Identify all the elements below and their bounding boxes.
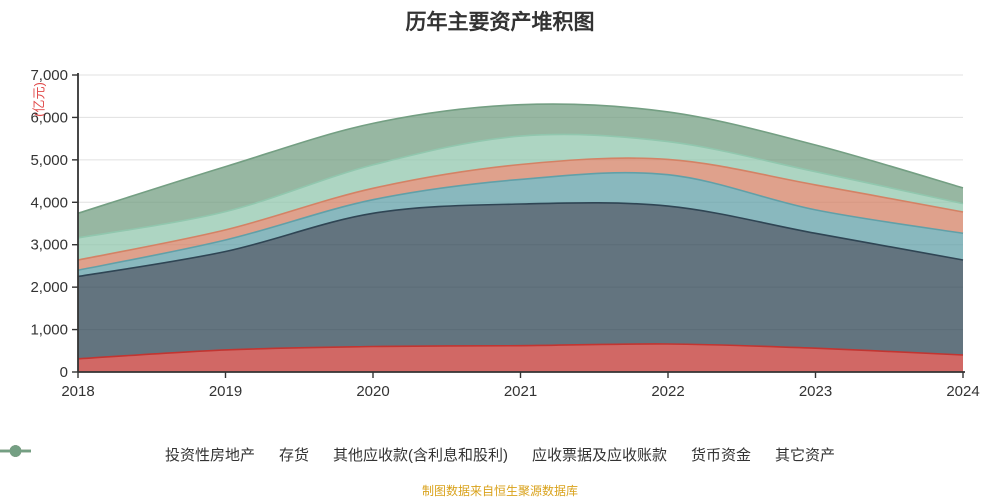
y-tick-label: 5,000	[30, 152, 68, 169]
legend-label: 存货	[278, 447, 309, 464]
line-3	[77, 157, 964, 261]
legend-label: 投资性房地产	[164, 447, 255, 464]
legend-item-3[interactable]: 应收票据及应收账款	[0, 444, 667, 465]
legend-marker-icon	[0, 445, 31, 457]
y-tick-label: 4,000	[30, 194, 68, 211]
line-5	[77, 103, 964, 215]
area-0	[78, 343, 963, 372]
x-tick-label: 2023	[799, 383, 832, 400]
legend-label: 其它资产	[775, 447, 836, 464]
area-5	[78, 104, 963, 238]
y-tick-label: 3,000	[30, 237, 68, 254]
series-areas	[78, 104, 963, 372]
area-3	[78, 158, 963, 271]
series-lines	[77, 103, 964, 360]
y-tick-label: 0	[60, 364, 68, 381]
area-4	[78, 134, 963, 260]
legend-label: 其他应收款(含利息和股利)	[332, 447, 508, 464]
axes	[72, 73, 965, 378]
line-2	[77, 171, 964, 271]
data-source-note: 制图数据来自恒生聚源数据库	[421, 484, 578, 498]
x-tick-label: 2022	[651, 383, 684, 400]
line-0	[77, 343, 964, 360]
page-title: 历年主要资产堆积图	[405, 11, 595, 34]
legend-item-5[interactable]: 其它资产	[0, 444, 836, 465]
legend-label: 应收票据及应收账款	[531, 447, 667, 464]
y-tick-label: 1,000	[30, 322, 68, 339]
y-tick-label: 6,000	[30, 109, 68, 126]
area-1	[78, 202, 963, 359]
x-tick-label: 2018	[61, 383, 94, 400]
stacked-area-chart: 0 1,000 2,000 3,000 4,000 5,000 6,000 7,000 2018…	[30, 67, 979, 400]
line-4	[77, 133, 964, 239]
y-tick-label: 2,000	[30, 279, 68, 296]
y-tick-label: 7,000	[30, 67, 68, 84]
legend-label: 货币资金	[691, 447, 752, 464]
x-tick-label: 2019	[209, 383, 242, 400]
legend-item-1[interactable]: 存货	[0, 444, 309, 465]
legend-item-2[interactable]: 其他应收款(含利息和股利)	[0, 444, 508, 465]
legend-item-4[interactable]: 货币资金	[0, 444, 752, 465]
legend: 投资性房地产 存货 其他应收款(含利息和股利) 应收票据及应收账款 货币资金 其它资产	[0, 444, 1000, 465]
legend-item-0[interactable]: 投资性房地产	[0, 444, 255, 465]
x-tick-label: 2021	[504, 383, 537, 400]
tick-labels: 0 1,000 2,000 3,000 4,000 5,000 6,000 7,000 2018…	[30, 67, 979, 400]
area-2	[78, 172, 963, 277]
x-tick-label: 2024	[946, 383, 979, 400]
line-1	[77, 201, 964, 278]
x-tick-label: 2020	[356, 383, 389, 400]
